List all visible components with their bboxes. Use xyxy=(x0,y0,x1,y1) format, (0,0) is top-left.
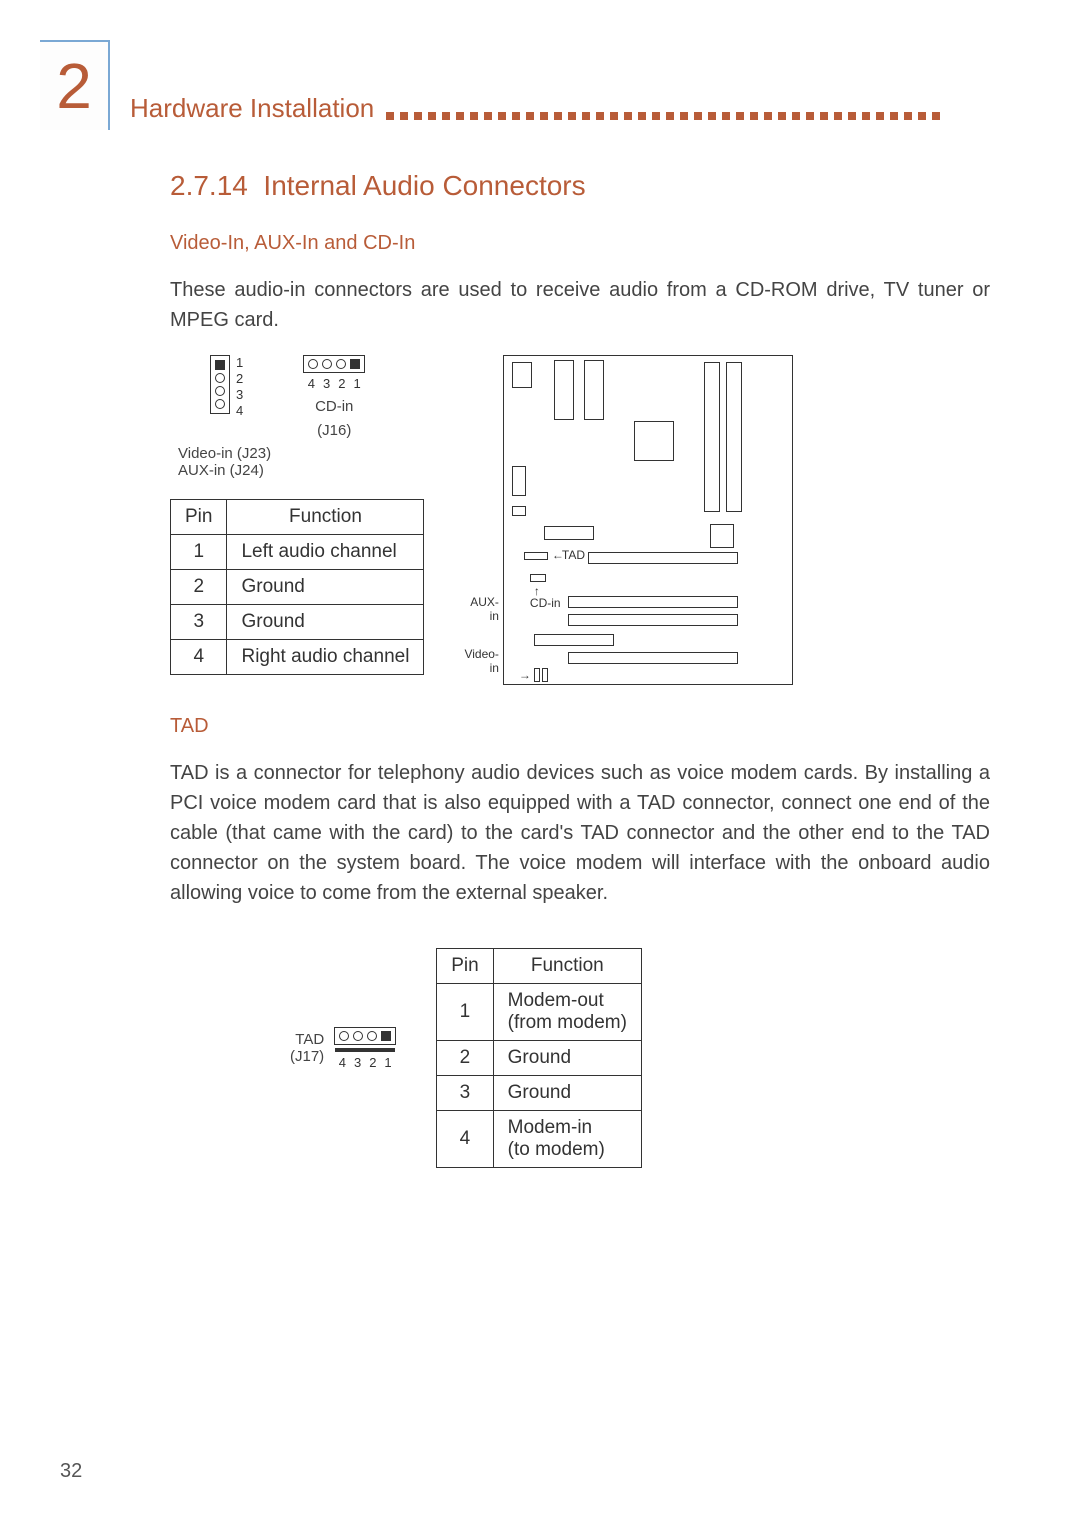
table-header-function: Function xyxy=(227,500,424,535)
section-title: Internal Audio Connectors xyxy=(263,170,585,201)
connector-top: 1 2 3 4 4 xyxy=(210,355,424,439)
pin-circle-icon xyxy=(336,359,346,369)
pin-cell: 1 xyxy=(437,984,493,1041)
pin-function-table-1: Pin Function 1Left audio channel2Ground3… xyxy=(170,499,424,675)
table-row: 3Ground xyxy=(171,605,424,640)
function-cell: Ground xyxy=(227,605,424,640)
pin-circle-icon xyxy=(322,359,332,369)
tad-label: TAD xyxy=(290,1031,324,1048)
board-diagram: ← TAD ↑ CD-in → xyxy=(503,355,793,685)
connector-diagrams-block: 1 2 3 4 4 xyxy=(170,355,424,675)
aux-in-label: AUX-in (J24) xyxy=(178,462,424,479)
chapter-number-box: 2 xyxy=(40,40,110,130)
horizontal-connector-box xyxy=(303,355,365,373)
pin-circle-icon xyxy=(339,1031,349,1041)
function-cell: Left audio channel xyxy=(227,535,424,570)
table-row: 4Modem-in (to modem) xyxy=(437,1111,642,1168)
pin-circle-icon xyxy=(353,1031,363,1041)
aux-in-side-label: AUX- in xyxy=(464,595,498,623)
table-row: 2Ground xyxy=(437,1041,642,1076)
pin-1-square-icon xyxy=(215,360,225,370)
diagram-row: 1 2 3 4 4 xyxy=(170,355,990,685)
vertical-connector: 1 2 3 4 xyxy=(210,355,243,418)
vertical-pin-numbers: 1 2 3 4 xyxy=(236,355,243,418)
pin-num: 1 xyxy=(384,1055,391,1070)
pin-num: 1 xyxy=(353,376,360,391)
pin-cell: 2 xyxy=(171,570,227,605)
vertical-connector-box xyxy=(210,355,230,414)
vertical-connector-group: 1 2 3 4 xyxy=(210,355,243,418)
page-content: 2.7.14 Internal Audio Connectors Video-I… xyxy=(170,170,990,1168)
pin-num: 4 xyxy=(339,1055,346,1070)
intro-text: These audio-in connectors are used to re… xyxy=(170,275,990,335)
pin-num: 2 xyxy=(236,371,243,386)
video-in-label: Video-in (J23) xyxy=(178,445,424,462)
tad-bar-icon xyxy=(335,1048,395,1052)
pin-cell: 3 xyxy=(171,605,227,640)
section-number: 2.7.14 xyxy=(170,170,248,201)
pin-cell: 4 xyxy=(437,1111,493,1168)
table-row: 1Left audio channel xyxy=(171,535,424,570)
table-header-pin: Pin xyxy=(171,500,227,535)
tad-horizontal-connector: 4 3 2 1 xyxy=(334,1027,396,1070)
pin-num: 4 xyxy=(308,376,315,391)
pin-num: 1 xyxy=(236,355,243,370)
function-cell: Ground xyxy=(227,570,424,605)
chapter-header: 2 Hardware Installation xyxy=(40,40,1010,130)
board-diagram-wrapper: AUX- in Video- in ← TAD xyxy=(464,355,792,685)
pin-num: 3 xyxy=(236,387,243,402)
function-cell: Right audio channel xyxy=(227,640,424,675)
table-row: 1Modem-out (from modem) xyxy=(437,984,642,1041)
pin-4-circle-icon xyxy=(215,399,225,409)
subheading-tad: TAD xyxy=(170,715,990,738)
table-header-pin: Pin xyxy=(437,949,493,984)
pin-num: 2 xyxy=(338,376,345,391)
tad-connector-diagram: TAD (J17) 4 3 2 1 xyxy=(290,1027,396,1070)
pin-cell: 3 xyxy=(437,1076,493,1111)
chapter-number: 2 xyxy=(56,49,92,123)
tad-connector-box xyxy=(334,1027,396,1045)
pin-3-circle-icon xyxy=(215,386,225,396)
function-cell: Modem-in (to modem) xyxy=(493,1111,641,1168)
board-side-labels: AUX- in Video- in xyxy=(464,595,498,675)
pin-cell: 4 xyxy=(171,640,227,675)
video-in-side-label: Video- in xyxy=(464,647,498,675)
table-row: 2Ground xyxy=(171,570,424,605)
pin-2-circle-icon xyxy=(215,373,225,383)
table-row: 4Right audio channel xyxy=(171,640,424,675)
cdin-board-label: CD-in xyxy=(530,596,561,610)
function-cell: Modem-out (from modem) xyxy=(493,984,641,1041)
pin-cell: 1 xyxy=(171,535,227,570)
function-cell: Ground xyxy=(493,1041,641,1076)
horizontal-connector: 4 3 2 1 CD-in (J16) xyxy=(303,355,365,439)
tad-pin-numbers: 4 3 2 1 xyxy=(339,1055,392,1070)
pin-num: 4 xyxy=(236,403,243,418)
horizontal-pin-numbers: 4 3 2 1 xyxy=(308,376,361,391)
pin-num: 2 xyxy=(369,1055,376,1070)
tad-board-label: TAD xyxy=(562,548,585,562)
tad-text: TAD is a connector for telephony audio d… xyxy=(170,758,990,908)
dotted-divider xyxy=(386,112,1010,120)
tad-row: TAD (J17) 4 3 2 1 xyxy=(170,928,990,1168)
pin-function-table-2: Pin Function 1Modem-out (from modem)2Gro… xyxy=(436,948,642,1168)
cd-in-label: CD-in xyxy=(315,398,353,415)
tad-connector-label: TAD (J17) xyxy=(290,1031,324,1065)
table-header-function: Function xyxy=(493,949,641,984)
pin-square-icon xyxy=(350,359,360,369)
pin-circle-icon xyxy=(308,359,318,369)
pin-num: 3 xyxy=(323,376,330,391)
pin-square-icon xyxy=(381,1031,391,1041)
function-cell: Ground xyxy=(493,1076,641,1111)
page-number: 32 xyxy=(60,1460,82,1483)
subheading-video-aux-cd: Video-In, AUX-In and CD-In xyxy=(170,232,990,255)
cd-in-ref: (J16) xyxy=(317,422,351,439)
vertical-connector-labels: Video-in (J23) AUX-in (J24) xyxy=(178,445,424,479)
tad-ref: (J17) xyxy=(290,1048,324,1065)
pin-circle-icon xyxy=(367,1031,377,1041)
table-row: 3Ground xyxy=(437,1076,642,1111)
pin-cell: 2 xyxy=(437,1041,493,1076)
pin-num: 3 xyxy=(354,1055,361,1070)
section-heading: 2.7.14 Internal Audio Connectors xyxy=(170,170,990,202)
chapter-title: Hardware Installation xyxy=(130,93,374,124)
